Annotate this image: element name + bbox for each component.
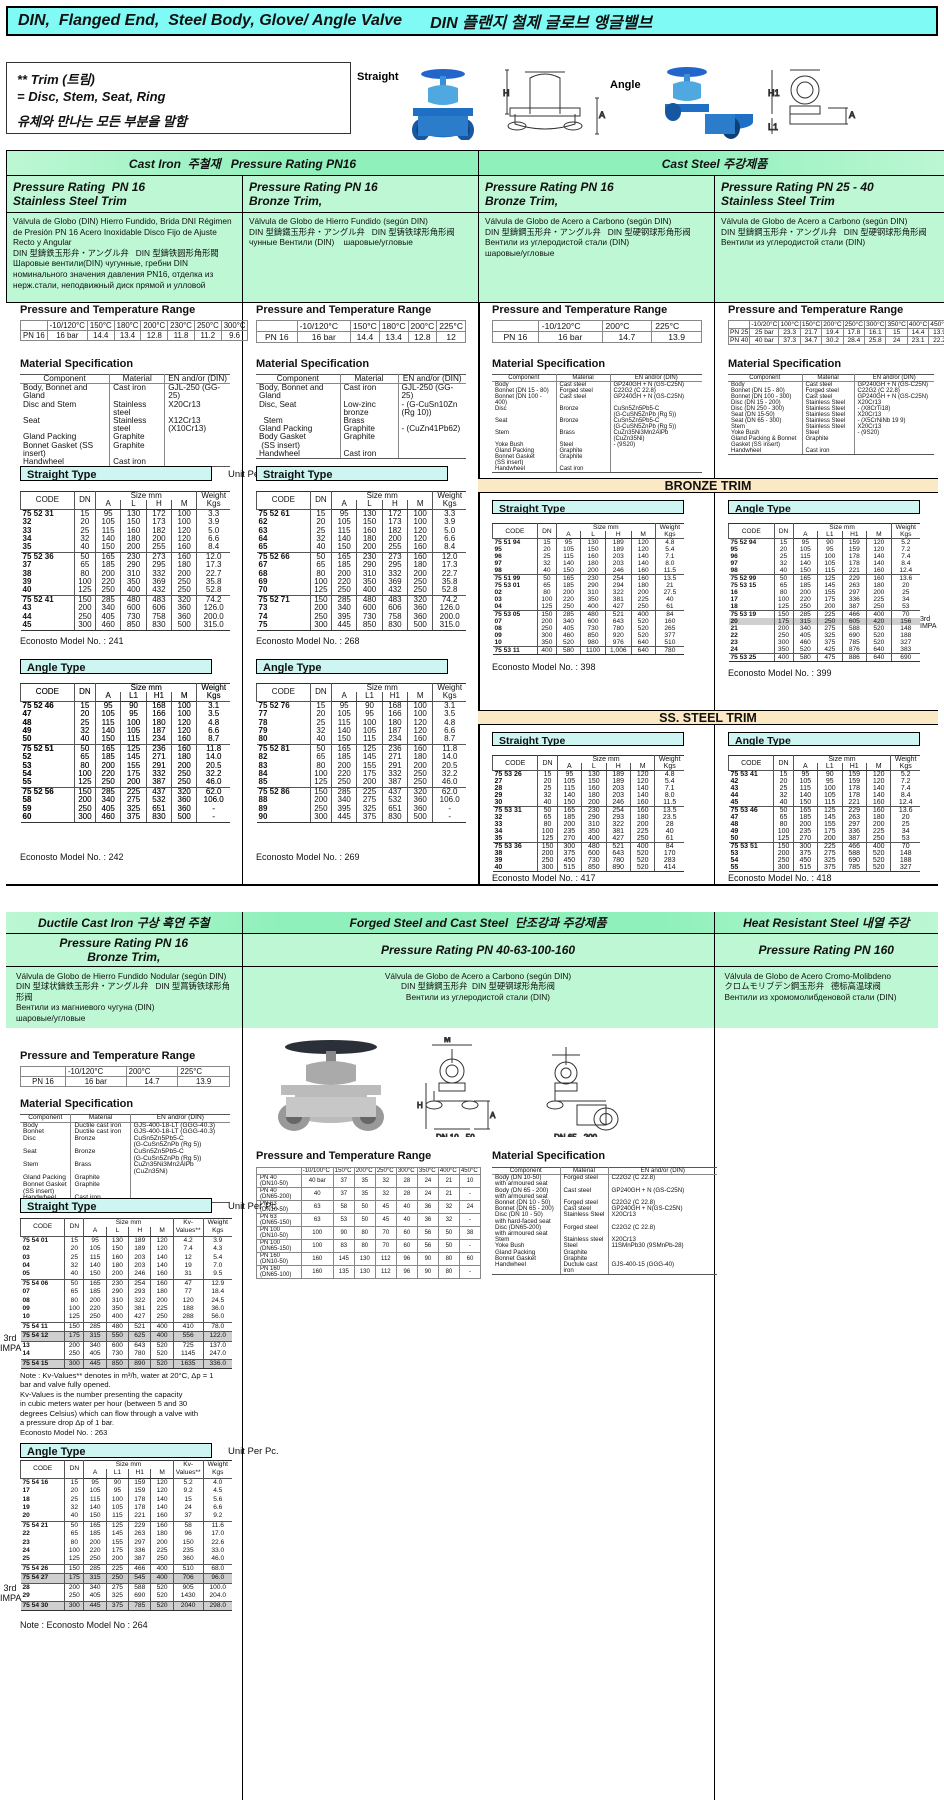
svg-text:DN 10 - 50: DN 10 - 50 (436, 1133, 475, 1137)
svg-text:A: A (849, 110, 855, 120)
svg-text:L1: L1 (768, 122, 778, 132)
svg-text:H: H (417, 1101, 423, 1110)
svg-text:H: H (503, 88, 510, 98)
svg-text:DN 65 - 200: DN 65 - 200 (554, 1133, 598, 1137)
svg-text:M: M (444, 1037, 451, 1044)
svg-text:A: A (599, 110, 605, 120)
svg-text:H1: H1 (768, 88, 780, 98)
svg-text:A: A (490, 1111, 496, 1120)
svg-text:Angle: Angle (610, 79, 641, 91)
svg-text:Straight: Straight (357, 71, 399, 83)
